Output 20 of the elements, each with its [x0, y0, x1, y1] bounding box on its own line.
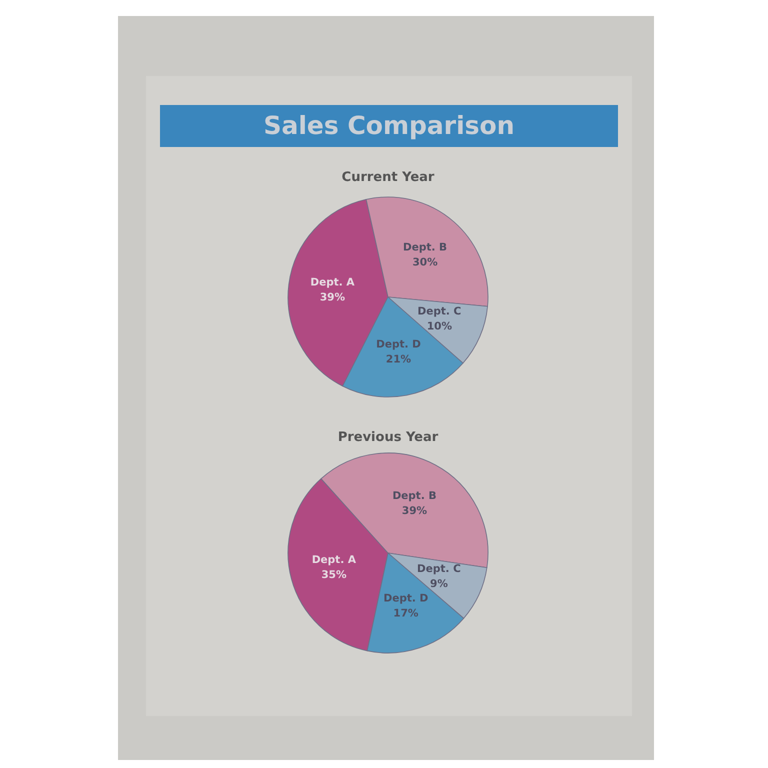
- data-label: 39%: [402, 505, 428, 518]
- chart-subtitle: Previous Year: [338, 430, 439, 445]
- data-label: 21%: [386, 354, 412, 366]
- data-label: 30%: [412, 256, 438, 268]
- title-banner: Sales Comparison: [160, 105, 618, 147]
- slice-label: Dept. D: [383, 592, 429, 605]
- slice-label: Dept. A: [312, 554, 357, 566]
- slice-label: Dept. C: [418, 306, 462, 318]
- slice-label: Dept. A: [310, 276, 356, 288]
- data-label: 17%: [393, 608, 419, 620]
- data-label: 10%: [426, 320, 452, 333]
- slice-label: Dept. C: [417, 562, 462, 575]
- chart-title: Sales Comparison: [263, 110, 515, 142]
- slice-label: Dept. D: [376, 338, 422, 351]
- slice-label: Dept. B: [392, 490, 436, 502]
- data-label: 35%: [321, 568, 347, 581]
- slice-label: Dept. B: [403, 241, 448, 254]
- data-label: 39%: [320, 291, 346, 304]
- data-label: 9%: [430, 578, 448, 590]
- chart-subtitle: Current Year: [342, 170, 435, 185]
